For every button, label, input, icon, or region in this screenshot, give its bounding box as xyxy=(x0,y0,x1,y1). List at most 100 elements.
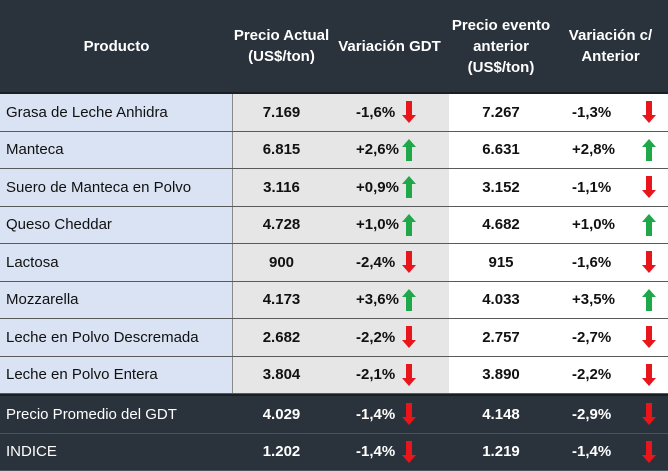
previous-price: 1.219 xyxy=(449,434,553,471)
previous-price: 3.890 xyxy=(449,357,553,394)
gdt-variation: -1,4% xyxy=(356,396,395,433)
gdt-variation-cell: +3,6% xyxy=(330,282,449,319)
previous-price: 2.757 xyxy=(449,319,553,356)
gdt-variation: +0,9% xyxy=(356,169,399,206)
arrow-down-icon xyxy=(642,101,656,123)
previous-variation-cell: -2,2% xyxy=(553,357,668,394)
previous-variation-cell: -2,9% xyxy=(553,396,668,433)
gdt-variation-cell: +1,0% xyxy=(330,207,449,244)
current-price: 6.815 xyxy=(233,132,330,169)
arrow-down-icon xyxy=(402,441,416,463)
product-name: Grasa de Leche Anhidra xyxy=(0,94,233,131)
arrow-down-icon xyxy=(642,441,656,463)
arrow-up-icon xyxy=(642,214,656,236)
product-name: Leche en Polvo Entera xyxy=(0,357,233,394)
gdt-variation: -2,4% xyxy=(356,244,395,281)
current-price: 3.804 xyxy=(233,357,330,394)
arrow-down-icon xyxy=(402,326,416,348)
previous-variation: +2,8% xyxy=(572,132,615,169)
product-name: Manteca xyxy=(0,132,233,169)
gdt-variation-cell: -1,4% xyxy=(330,396,449,433)
header-producto: Producto xyxy=(0,0,233,92)
arrow-up-icon xyxy=(402,289,416,311)
current-price: 2.682 xyxy=(233,319,330,356)
gdt-variation: -2,2% xyxy=(356,319,395,356)
product-name: Mozzarella xyxy=(0,282,233,319)
arrow-down-icon xyxy=(642,403,656,425)
current-price: 4.173 xyxy=(233,282,330,319)
previous-variation: -1,1% xyxy=(572,169,611,206)
previous-variation: +1,0% xyxy=(572,207,615,244)
gdt-variation-cell: -2,2% xyxy=(330,319,449,356)
arrow-down-icon xyxy=(642,251,656,273)
table-header: Producto Precio Actual (US$/ton) Variaci… xyxy=(0,0,668,92)
previous-price: 4.682 xyxy=(449,207,553,244)
gdt-variation: -1,4% xyxy=(356,434,395,471)
previous-price: 915 xyxy=(449,244,553,281)
gdt-variation: +3,6% xyxy=(356,282,399,319)
current-price: 4.728 xyxy=(233,207,330,244)
arrow-down-icon xyxy=(642,176,656,198)
previous-variation-cell: +2,8% xyxy=(553,132,668,169)
arrow-down-icon xyxy=(402,364,416,386)
gdt-variation: +1,0% xyxy=(356,207,399,244)
arrow-up-icon xyxy=(642,289,656,311)
header-precio-anterior: Precio evento anterior (US$/ton) xyxy=(449,0,553,92)
header-variacion-anterior: Variación c/ Anterior xyxy=(553,0,668,92)
gdt-variation-cell: +0,9% xyxy=(330,169,449,206)
previous-variation-cell: -2,7% xyxy=(553,319,668,356)
gdt-variation-cell: +2,6% xyxy=(330,132,449,169)
arrow-up-icon xyxy=(402,176,416,198)
previous-variation-cell: -1,4% xyxy=(553,434,668,471)
arrow-down-icon xyxy=(402,251,416,273)
previous-variation: -2,7% xyxy=(572,319,611,356)
product-name: Precio Promedio del GDT xyxy=(0,396,233,433)
previous-variation-cell: +1,0% xyxy=(553,207,668,244)
gdt-variation-cell: -2,1% xyxy=(330,357,449,394)
current-price: 900 xyxy=(233,244,330,281)
current-price: 4.029 xyxy=(233,396,330,433)
product-name: Suero de Manteca en Polvo xyxy=(0,169,233,206)
gdt-variation: -1,6% xyxy=(356,94,395,131)
arrow-up-icon xyxy=(402,214,416,236)
previous-price: 4.033 xyxy=(449,282,553,319)
previous-variation-cell: -1,6% xyxy=(553,244,668,281)
previous-variation-cell: -1,1% xyxy=(553,169,668,206)
header-variacion-gdt: Variación GDT xyxy=(330,0,449,92)
current-price: 3.116 xyxy=(233,169,330,206)
previous-variation: -1,4% xyxy=(572,434,611,471)
arrow-up-icon xyxy=(402,139,416,161)
product-name: Lactosa xyxy=(0,244,233,281)
previous-variation-cell: +3,5% xyxy=(553,282,668,319)
arrow-down-icon xyxy=(402,101,416,123)
gdt-variation-cell: -2,4% xyxy=(330,244,449,281)
previous-variation: +3,5% xyxy=(572,282,615,319)
gdt-variation-cell: -1,6% xyxy=(330,94,449,131)
product-name: Queso Cheddar xyxy=(0,207,233,244)
gdt-variation-cell: -1,4% xyxy=(330,434,449,471)
arrow-down-icon xyxy=(402,403,416,425)
previous-variation: -1,3% xyxy=(572,94,611,131)
header-precio-actual: Precio Actual (US$/ton) xyxy=(233,0,330,92)
previous-variation: -2,9% xyxy=(572,396,611,433)
product-name: Leche en Polvo Descremada xyxy=(0,319,233,356)
arrow-down-icon xyxy=(642,326,656,348)
gdt-variation: -2,1% xyxy=(356,357,395,394)
previous-variation: -1,6% xyxy=(572,244,611,281)
current-price: 1.202 xyxy=(233,434,330,471)
arrow-down-icon xyxy=(642,364,656,386)
previous-variation: -2,2% xyxy=(572,357,611,394)
previous-price: 7.267 xyxy=(449,94,553,131)
previous-variation-cell: -1,3% xyxy=(553,94,668,131)
